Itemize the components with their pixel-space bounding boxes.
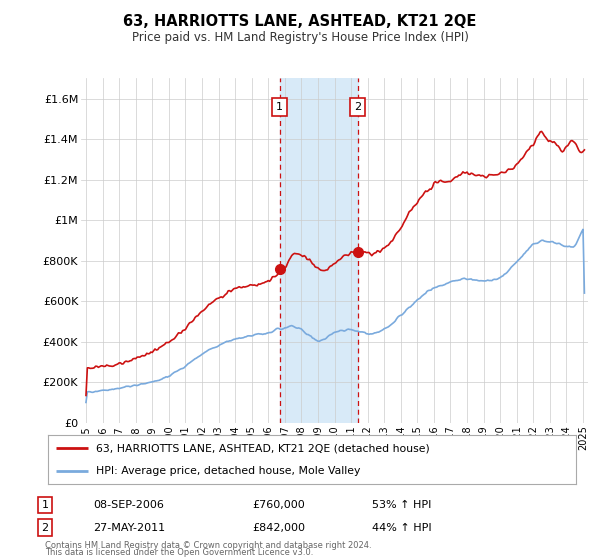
Text: 63, HARRIOTTS LANE, ASHTEAD, KT21 2QE: 63, HARRIOTTS LANE, ASHTEAD, KT21 2QE [124, 14, 476, 29]
Text: 27-MAY-2011: 27-MAY-2011 [93, 522, 165, 533]
Text: 1: 1 [41, 500, 49, 510]
Text: 44% ↑ HPI: 44% ↑ HPI [372, 522, 431, 533]
Text: This data is licensed under the Open Government Licence v3.0.: This data is licensed under the Open Gov… [45, 548, 313, 557]
Text: 53% ↑ HPI: 53% ↑ HPI [372, 500, 431, 510]
Text: 2: 2 [354, 102, 361, 112]
Text: 1: 1 [276, 102, 283, 112]
Text: 08-SEP-2006: 08-SEP-2006 [93, 500, 164, 510]
Text: £842,000: £842,000 [252, 522, 305, 533]
Text: 63, HARRIOTTS LANE, ASHTEAD, KT21 2QE (detached house): 63, HARRIOTTS LANE, ASHTEAD, KT21 2QE (d… [95, 444, 429, 454]
Text: Contains HM Land Registry data © Crown copyright and database right 2024.: Contains HM Land Registry data © Crown c… [45, 541, 371, 550]
Text: £760,000: £760,000 [252, 500, 305, 510]
Bar [280, 78, 358, 423]
Text: Price paid vs. HM Land Registry's House Price Index (HPI): Price paid vs. HM Land Registry's House … [131, 31, 469, 44]
Text: 2: 2 [41, 522, 49, 533]
Text: HPI: Average price, detached house, Mole Valley: HPI: Average price, detached house, Mole… [95, 466, 360, 476]
